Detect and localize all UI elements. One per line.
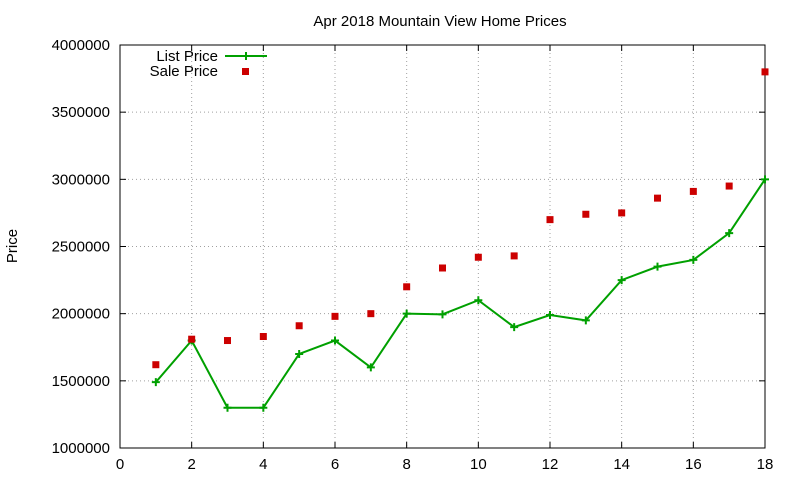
sale-price-point bbox=[510, 252, 518, 260]
sale-price-point bbox=[725, 182, 733, 190]
y-tick-label: 3000000 bbox=[52, 171, 110, 188]
list-price-point bbox=[295, 349, 304, 358]
sale-price-point bbox=[403, 283, 411, 291]
x-tick-label: 16 bbox=[685, 456, 702, 473]
list-price-point bbox=[617, 276, 626, 285]
y-axis-label: Price bbox=[4, 229, 21, 263]
list-price-point bbox=[689, 255, 698, 264]
sale-price-point bbox=[439, 264, 446, 272]
sale-price-point bbox=[188, 335, 196, 343]
y-tick-label: 1000000 bbox=[52, 440, 110, 457]
x-tick-label: 6 bbox=[331, 456, 339, 473]
legend: List Price Sale Price bbox=[150, 48, 267, 80]
x-tick-label: 12 bbox=[542, 456, 559, 473]
list-price-point bbox=[366, 363, 375, 372]
sale-price-point bbox=[546, 216, 554, 224]
list-price-point bbox=[725, 229, 734, 238]
sale-price-point bbox=[761, 68, 769, 76]
list-price-point bbox=[151, 378, 160, 387]
y-tick-label: 3500000 bbox=[52, 104, 110, 121]
list-price-point bbox=[331, 336, 339, 345]
legend-label-list-price: List Price bbox=[156, 48, 218, 65]
legend-marker-list-price bbox=[242, 52, 250, 60]
sale-price-point bbox=[152, 361, 160, 369]
sale-price-point bbox=[689, 187, 697, 195]
x-tick-label: 10 bbox=[470, 456, 487, 473]
list-price-point bbox=[653, 262, 662, 271]
sale-price-point bbox=[367, 310, 375, 318]
list-price-point bbox=[402, 309, 411, 318]
axis-ticks: 0 2 4 6 8 10 12 14 16 18 1000000 1500000 2000000 2500… bbox=[52, 37, 774, 473]
list-price-point bbox=[474, 296, 483, 305]
sale-price-point bbox=[224, 337, 231, 345]
list-price-point bbox=[438, 310, 447, 319]
sale-price-point bbox=[331, 312, 339, 320]
list-price-point bbox=[761, 175, 769, 184]
y-tick-label: 1500000 bbox=[52, 373, 110, 390]
list-price-point bbox=[510, 323, 519, 332]
x-tick-label: 2 bbox=[187, 456, 195, 473]
list-price-line bbox=[155, 178, 766, 409]
sale-price-point bbox=[259, 333, 267, 341]
chart-title: Apr 2018 Mountain View Home Prices bbox=[313, 13, 566, 30]
list-price-point bbox=[581, 316, 590, 325]
x-tick-label: 8 bbox=[402, 456, 410, 473]
x-tick-label: 0 bbox=[116, 456, 124, 473]
series bbox=[151, 68, 769, 412]
y-tick-label: 2500000 bbox=[52, 239, 110, 256]
x-tick-label: 18 bbox=[757, 456, 774, 473]
y-tick-label: 4000000 bbox=[52, 37, 110, 54]
legend-label-sale-price: Sale Price bbox=[150, 63, 218, 80]
list-price-point bbox=[546, 311, 554, 320]
y-tick-label: 2000000 bbox=[52, 306, 110, 323]
x-tick-label: 14 bbox=[613, 456, 630, 473]
sale-price-point bbox=[654, 194, 661, 202]
x-tick-label: 4 bbox=[259, 456, 267, 473]
sale-price-point bbox=[618, 209, 626, 217]
list-price-point bbox=[259, 403, 268, 412]
sale-price-point bbox=[474, 253, 482, 261]
legend-marker-sale-price bbox=[242, 68, 249, 75]
sale-price-point bbox=[582, 210, 590, 218]
sale-price-point bbox=[295, 322, 303, 330]
list-price-point bbox=[223, 403, 232, 412]
